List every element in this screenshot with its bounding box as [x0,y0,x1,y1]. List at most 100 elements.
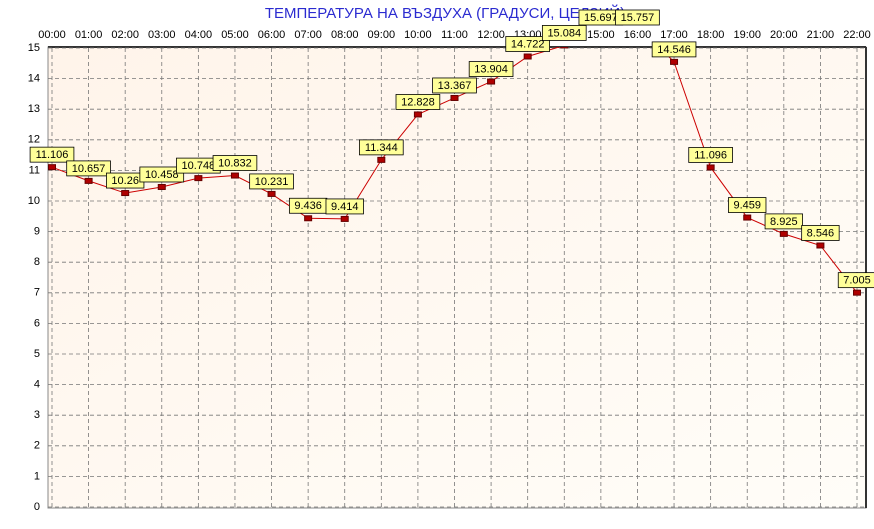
data-label-box [325,198,364,215]
chart-title: ТЕМПЕРАТУРА НА ВЪЗДУХА (ГРАДУСИ, ЦЕЛЗИЙ) [265,4,625,22]
data-label-box [212,155,258,171]
x-tick-label: 18:00 [697,29,725,41]
point-marker [121,190,130,197]
data-label-box [468,61,514,77]
y-tick-label: 6 [34,317,40,329]
data-label-text: 7.005 [843,275,871,287]
point-marker [523,53,532,60]
data-label: 9.414 [325,198,364,215]
point-marker [853,289,861,296]
data-label: 10.458 [139,166,185,183]
data-label-text: 15.697 [584,12,618,24]
data-label: 10.832 [212,155,258,171]
x-tick-label: 01:00 [75,29,103,41]
y-tick-label: 2 [34,440,40,452]
data-label-text: 10.458 [145,169,179,181]
data-label-text: 11.106 [36,149,69,161]
point-marker [304,215,313,222]
x-tick-label: 08:00 [331,29,359,41]
x-tick-label: 12:00 [477,29,505,41]
data-label-box [432,77,477,94]
point-marker [487,78,496,85]
data-label-text: 13.904 [474,63,508,75]
y-tick-label: 1 [34,470,40,482]
data-label-box [541,25,587,41]
data-label: 11.106 [29,146,75,163]
data-label: 9.436 [288,197,328,214]
data-label: 14.722 [505,36,550,52]
x-tick-label: 05:00 [221,29,249,41]
point-marker [743,214,752,221]
data-label-text: 15.757 [621,12,655,24]
data-label-text: 11.096 [694,149,727,161]
data-label-text: 14.546 [657,44,691,56]
y-tick-label: 12 [28,134,40,146]
data-label-text: 10.26 [111,175,139,187]
x-tick-label: 00:00 [38,29,66,41]
point-marker [157,183,166,190]
data-label-text: 11.344 [365,142,398,154]
point-marker [413,111,422,118]
data-label-box [66,160,111,177]
y-tick-label: 15 [28,42,40,54]
x-tick-label: 21:00 [807,29,835,41]
data-label-text: 10.748 [182,160,216,172]
data-label: 14.546 [651,41,697,58]
x-tick-label: 15:00 [587,29,615,41]
data-label-text: 8.546 [807,227,835,239]
data-label-text: 8.925 [770,216,798,228]
data-label-text: 10.657 [72,163,106,175]
x-tick-label: 22:00 [843,29,871,41]
data-label: 10.657 [66,160,111,177]
data-label-box [359,139,404,156]
data-label-box [688,147,733,163]
data-label: 15.757 [615,9,660,26]
plot-area [47,46,867,509]
data-label: 8.925 [764,213,803,230]
data-label-text: 9.459 [733,199,761,211]
point-marker [779,230,788,237]
point-marker [48,164,56,171]
data-label: 12.828 [395,94,441,110]
data-label-box [651,41,697,58]
data-label-box [505,36,550,52]
y-tick-label: 0 [34,501,40,513]
point-marker [706,164,715,171]
x-tick-label: 02:00 [111,29,139,41]
data-label: 10.231 [249,173,294,190]
data-label-text: 12.828 [401,96,435,108]
x-tick-label: 06:00 [258,29,286,41]
point-marker [267,190,276,197]
data-label-box [249,173,294,190]
point-marker [194,175,203,182]
y-tick-label: 13 [28,103,40,115]
data-label-box [395,94,441,110]
data-label: 10.748 [176,157,221,174]
x-tick-label: 09:00 [368,29,396,41]
point-marker [450,94,459,101]
y-tick-label: 3 [34,409,40,421]
data-label: 11.344 [359,139,404,156]
point-marker [816,242,825,249]
point-marker [670,58,679,65]
x-tick-label: 16:00 [624,29,652,41]
data-label: 15.084 [541,25,587,41]
data-label-box [139,166,185,183]
x-tick-label: 20:00 [770,29,798,41]
y-tick-label: 10 [28,195,40,207]
data-label-text: 9.436 [294,200,322,212]
data-label-box [801,225,840,241]
y-tick-label: 8 [34,256,40,268]
data-label-text: 13.367 [438,80,472,92]
x-tick-label: 10:00 [404,29,432,41]
series-layer [48,47,861,296]
data-label-text: 10.832 [218,157,252,169]
data-label: 9.459 [728,197,767,213]
data-label-box [764,213,803,230]
x-tick-label: 19:00 [733,29,761,41]
point-marker [377,156,386,163]
data-label-text: 15.084 [547,27,581,39]
